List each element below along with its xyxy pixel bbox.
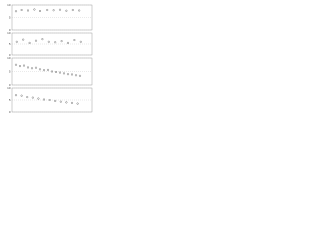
point bbox=[48, 98, 51, 101]
y-tick-label: 0 bbox=[9, 53, 11, 57]
point bbox=[65, 9, 68, 12]
point bbox=[74, 74, 77, 77]
y-tick-label: 5 bbox=[9, 69, 11, 73]
point bbox=[55, 71, 58, 74]
point bbox=[33, 8, 36, 11]
y-tick-label: 10 bbox=[7, 86, 11, 90]
point bbox=[59, 100, 62, 103]
point bbox=[54, 41, 57, 44]
point bbox=[28, 41, 31, 44]
y-tick-label: 0 bbox=[9, 28, 11, 32]
point bbox=[23, 64, 26, 67]
point bbox=[20, 94, 23, 97]
point bbox=[78, 9, 81, 12]
point bbox=[66, 41, 69, 44]
point bbox=[14, 94, 17, 97]
point bbox=[54, 99, 57, 102]
y-tick-label: 0 bbox=[9, 110, 11, 114]
y-tick-label: 0 bbox=[9, 83, 11, 87]
point bbox=[78, 74, 81, 77]
point bbox=[46, 8, 49, 11]
y-tick-label: 10 bbox=[7, 31, 11, 35]
point bbox=[35, 66, 38, 69]
point bbox=[51, 70, 54, 73]
point bbox=[31, 67, 34, 70]
point bbox=[14, 63, 17, 66]
point bbox=[70, 101, 73, 104]
point bbox=[35, 39, 38, 42]
point bbox=[37, 97, 40, 100]
point bbox=[27, 9, 30, 12]
point bbox=[73, 39, 76, 42]
point bbox=[22, 38, 25, 41]
y-tick-label: 5 bbox=[9, 42, 11, 46]
point bbox=[59, 8, 62, 11]
point bbox=[66, 73, 69, 76]
point bbox=[43, 98, 46, 101]
point bbox=[52, 9, 55, 12]
point bbox=[39, 68, 42, 71]
point bbox=[26, 96, 29, 99]
point bbox=[76, 102, 79, 105]
point bbox=[19, 65, 22, 68]
point bbox=[39, 9, 42, 12]
y-tick-label: 10 bbox=[7, 3, 11, 7]
point bbox=[63, 72, 66, 75]
y-tick-label: 10 bbox=[7, 56, 11, 60]
point bbox=[59, 71, 62, 74]
y-tick-label: 5 bbox=[9, 98, 11, 102]
point bbox=[70, 73, 73, 76]
point bbox=[47, 68, 50, 71]
point bbox=[71, 8, 74, 11]
point bbox=[20, 8, 23, 11]
point bbox=[47, 40, 50, 43]
point bbox=[14, 10, 17, 13]
point bbox=[43, 69, 46, 72]
point bbox=[31, 96, 34, 99]
y-tick-label: 5 bbox=[9, 15, 11, 19]
point bbox=[15, 40, 18, 43]
point bbox=[27, 66, 30, 69]
point bbox=[60, 40, 63, 43]
point bbox=[65, 101, 68, 104]
point bbox=[41, 38, 44, 41]
point bbox=[79, 40, 82, 43]
